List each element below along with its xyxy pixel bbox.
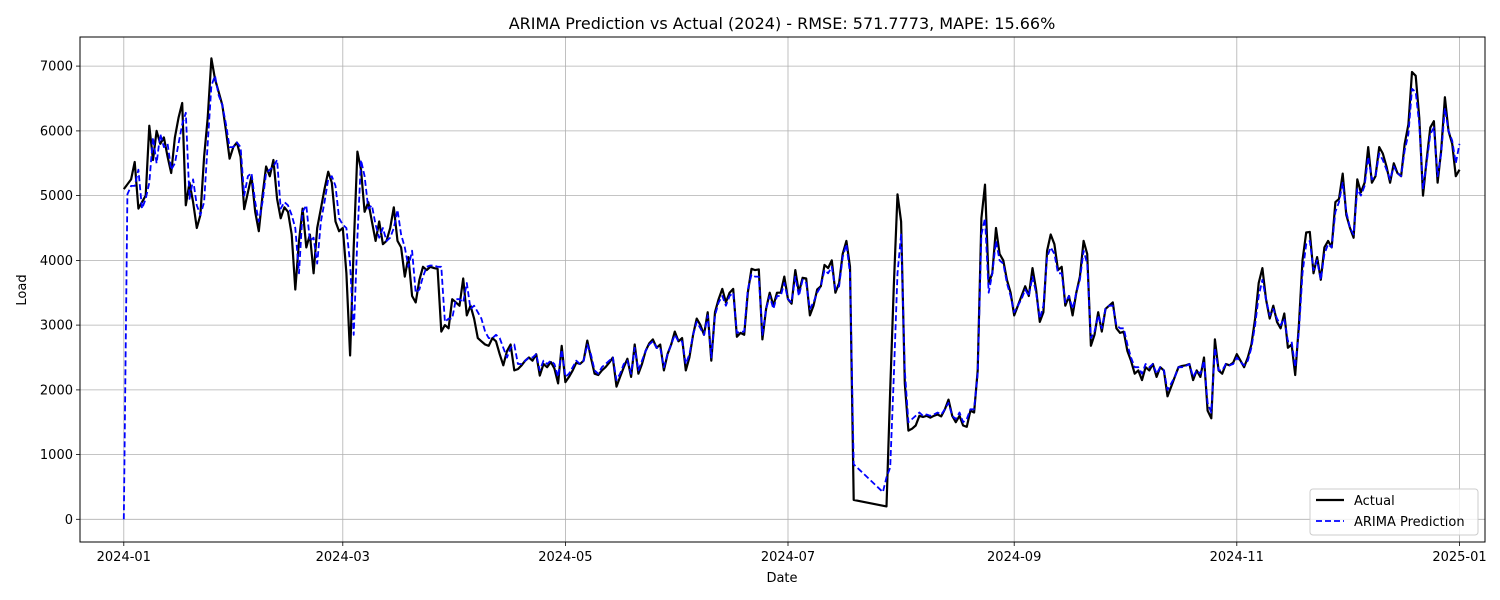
y-tick-label: 2000 (40, 383, 73, 398)
y-tick-label: 1000 (40, 448, 73, 463)
plot-area-frame (79, 36, 1486, 543)
y-tick-label: 5000 (40, 189, 73, 204)
chart-title: ARIMA Prediction vs Actual (2024) - RMSE… (509, 14, 1056, 33)
x-tick-label: 2024-11 (1210, 550, 1264, 565)
x-tick-label: 2024-09 (987, 550, 1041, 565)
y-tick-label: 3000 (40, 319, 73, 334)
x-tick-label: 2024-01 (97, 550, 151, 565)
x-axis-label: Date (766, 571, 797, 586)
y-axis-ticks: 0 1000 2000 3000 4000 5000 6000 7000 (40, 60, 80, 528)
series-layer (122, 57, 1461, 520)
legend-box (1309, 488, 1479, 536)
legend: Actual ARIMA Prediction (1309, 488, 1479, 536)
series-line-arima-prediction (122, 74, 1461, 520)
y-axis-label: Load (15, 274, 30, 305)
x-tick-label: 2025-01 (1432, 550, 1486, 565)
x-tick-label: 2024-07 (761, 550, 815, 565)
x-tick-label: 2024-05 (538, 550, 592, 565)
x-tick-label: 2024-03 (316, 550, 370, 565)
legend-label-arima-prediction: ARIMA Prediction (1354, 515, 1465, 530)
legend-label-actual: Actual (1354, 494, 1395, 509)
y-tick-label: 4000 (40, 254, 73, 269)
y-tick-label: 6000 (40, 124, 73, 139)
y-tick-label: 7000 (40, 60, 73, 75)
y-tick-label: 0 (65, 513, 73, 528)
x-axis-ticks: 2024-01 2024-03 2024-05 2024-07 2024-09 2024-… (97, 542, 1487, 565)
